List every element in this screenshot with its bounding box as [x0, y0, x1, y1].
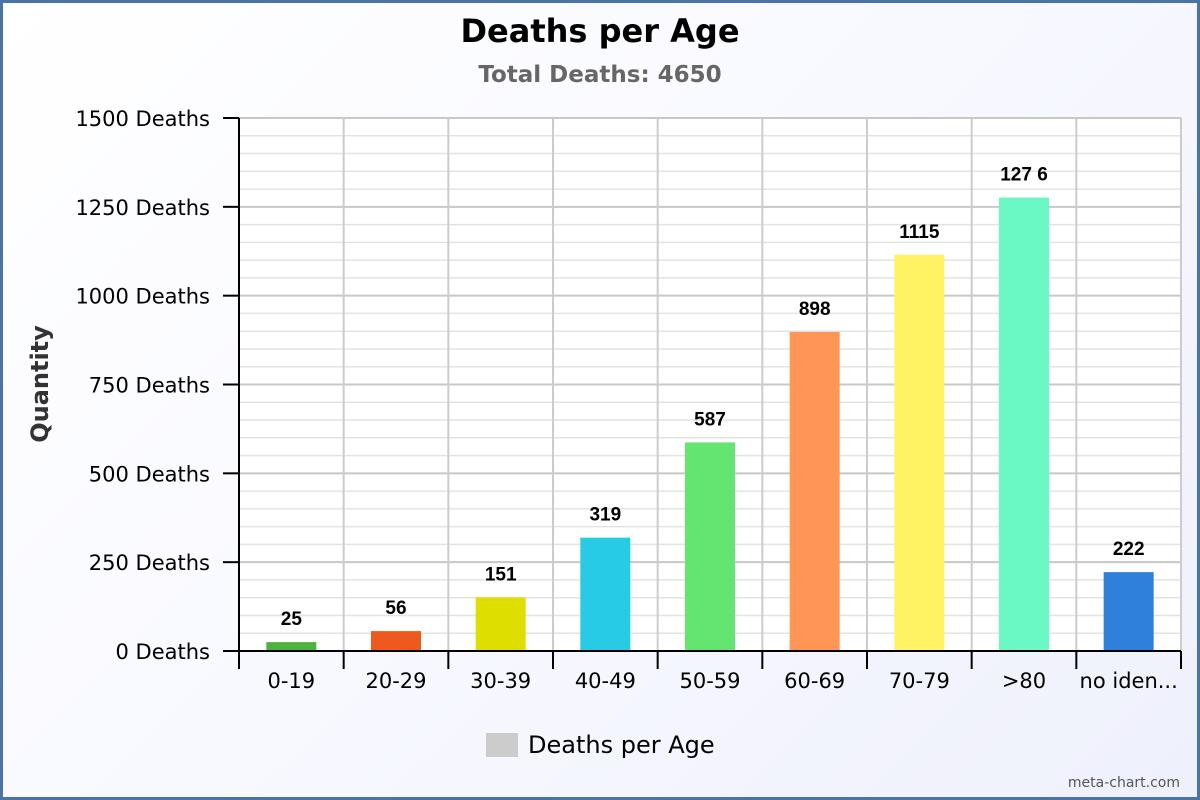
x-tick-label: 0-19 [267, 669, 315, 693]
data-label: 127 6 [1000, 165, 1048, 186]
data-label: 319 [589, 505, 621, 526]
data-label: 898 [799, 299, 831, 320]
chart-subtitle: Total Deaths: 4650 [478, 62, 722, 88]
chart-title: Deaths per Age [460, 12, 740, 50]
data-label: 587 [694, 409, 726, 430]
y-tick-label: 1250 Deaths [75, 196, 210, 220]
data-label: 222 [1113, 539, 1145, 560]
y-tick-label: 500 Deaths [89, 462, 210, 486]
data-label: 151 [485, 564, 517, 585]
bar-60-69 [789, 331, 840, 651]
x-tick-label: >80 [1002, 669, 1046, 693]
bar-70-79 [894, 254, 945, 651]
bar-50-59 [685, 442, 735, 651]
legend-label: Deaths per Age [528, 731, 715, 759]
bar-no iden... [1103, 572, 1154, 651]
y-tick-label: 750 Deaths [89, 374, 210, 398]
x-tick-label: no iden... [1080, 669, 1178, 693]
x-tick-label: 30-39 [470, 669, 531, 693]
y-tick-label: 250 Deaths [89, 551, 210, 575]
bar->80 [999, 197, 1049, 651]
bar-30-39 [475, 597, 526, 651]
x-tick-label: 70-79 [889, 669, 950, 693]
bar-40-49 [580, 537, 631, 651]
bar-0-19 [266, 642, 317, 651]
bar-20-29 [371, 631, 421, 651]
x-tick-label: 20-29 [365, 669, 426, 693]
x-tick-label: 60-69 [784, 669, 845, 693]
data-label: 56 [385, 598, 406, 619]
y-tick-label: 1000 Deaths [75, 285, 210, 309]
legend[interactable]: Deaths per Age [486, 731, 715, 759]
y-tick-label: 0 Deaths [116, 640, 210, 664]
data-label: 1115 [899, 222, 940, 243]
chart-credit[interactable]: meta-chart.com [1067, 775, 1180, 791]
x-tick-label: 50-59 [679, 669, 740, 693]
data-label: 25 [281, 609, 303, 630]
legend-swatch [486, 733, 518, 757]
y-tick-label: 1500 Deaths [75, 107, 210, 131]
x-tick-label: 40-49 [575, 669, 636, 693]
